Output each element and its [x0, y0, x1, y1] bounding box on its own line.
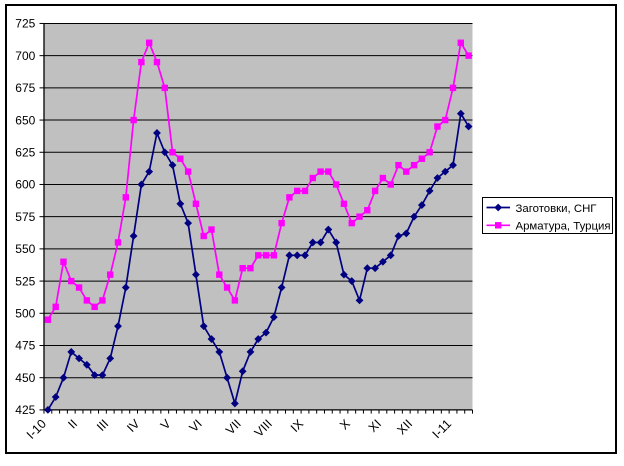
svg-text:475: 475: [15, 339, 35, 353]
svg-text:600: 600: [15, 178, 35, 192]
svg-text:575: 575: [15, 210, 35, 224]
svg-text:525: 525: [15, 274, 35, 288]
svg-text:650: 650: [15, 113, 35, 127]
svg-text:Арматура, Турция: Арматура, Турция: [516, 221, 611, 233]
svg-text:450: 450: [15, 371, 35, 385]
svg-text:Заготовки, СНГ: Заготовки, СНГ: [516, 203, 597, 215]
svg-text:425: 425: [15, 403, 35, 417]
svg-text:675: 675: [15, 81, 35, 95]
svg-text:700: 700: [15, 49, 35, 63]
svg-text:500: 500: [15, 306, 35, 320]
svg-text:550: 550: [15, 242, 35, 256]
svg-text:625: 625: [15, 145, 35, 159]
svg-text:725: 725: [15, 17, 35, 31]
